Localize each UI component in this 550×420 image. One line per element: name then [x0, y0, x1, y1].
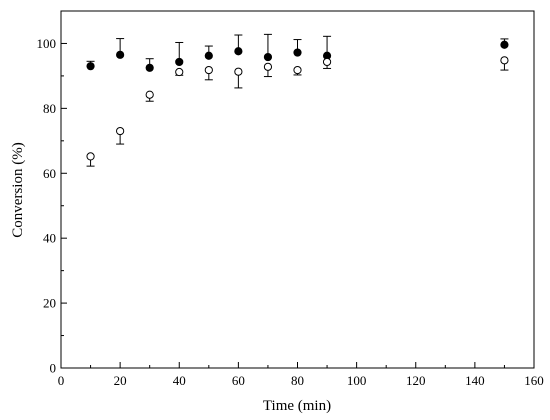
data-point-open: [116, 126, 125, 136]
data-point-filled: [234, 47, 243, 56]
x-tick-label: 0: [58, 373, 65, 388]
y-tick-label: 40: [43, 231, 56, 246]
data-point-open: [175, 67, 184, 77]
data-point-open: [500, 56, 509, 65]
data-point-filled: [204, 51, 213, 60]
plot-frame: [60, 10, 535, 369]
x-tick-label: 160: [524, 373, 544, 388]
x-tick-label: 100: [347, 373, 367, 388]
y-tick-label: 20: [43, 296, 56, 311]
x-tick-label: 120: [406, 373, 426, 388]
x-tick-label: 140: [465, 373, 485, 388]
data-point-open: [204, 65, 213, 75]
data-point-filled: [86, 62, 95, 71]
data-point-filled: [116, 50, 125, 59]
data-point-open: [234, 67, 243, 76]
data-point-filled: [145, 63, 154, 72]
data-point-open: [263, 62, 273, 71]
y-tick-label: 60: [43, 166, 56, 181]
x-tick-label: 60: [232, 373, 245, 388]
data-point-open: [145, 90, 154, 99]
data-point-open: [293, 65, 302, 75]
x-axis-title: Time (min): [263, 398, 331, 414]
data-point-filled: [263, 52, 273, 62]
data-markers: [86, 40, 509, 161]
axis-ticks: 0 20 40 60 80 100 120 140 160 0 20 40 60 80 100: [37, 10, 544, 388]
x-tick-label: 40: [173, 373, 186, 388]
y-axis-title: Conversion (%): [10, 142, 26, 237]
data-point-filled: [175, 57, 184, 67]
y-tick-label: 0: [50, 361, 57, 376]
x-tick-label: 20: [114, 373, 127, 388]
y-tick-label: 80: [43, 101, 56, 116]
data-point-open: [86, 152, 95, 161]
data-point-open: [322, 57, 332, 67]
x-tick-label: 80: [291, 373, 304, 388]
data-point-filled: [293, 48, 302, 57]
data-point-filled: [500, 40, 509, 49]
y-tick-label: 100: [37, 36, 57, 51]
